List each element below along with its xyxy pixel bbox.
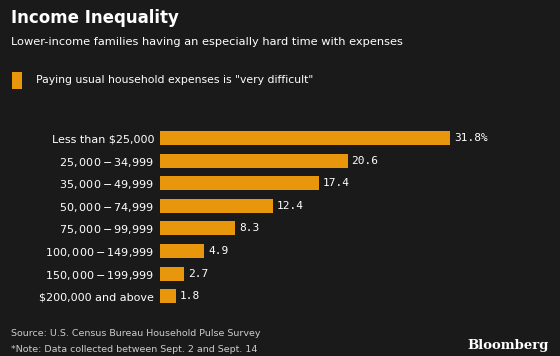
Text: 12.4: 12.4 — [277, 201, 304, 211]
Text: 1.8: 1.8 — [180, 291, 200, 301]
Text: Source: U.S. Census Bureau Household Pulse Survey: Source: U.S. Census Bureau Household Pul… — [11, 329, 261, 338]
Text: 4.9: 4.9 — [208, 246, 228, 256]
Text: 8.3: 8.3 — [239, 224, 259, 234]
Bar — [12, 72, 22, 89]
Text: 20.6: 20.6 — [352, 156, 379, 166]
Bar — [160, 221, 235, 235]
Text: Paying usual household expenses is "very difficult": Paying usual household expenses is "very… — [36, 75, 314, 85]
Text: Income Inequality: Income Inequality — [11, 9, 179, 27]
Bar — [160, 267, 184, 281]
Bar — [160, 154, 348, 168]
Text: *Note: Data collected between Sept. 2 and Sept. 14: *Note: Data collected between Sept. 2 an… — [11, 345, 258, 354]
Text: 17.4: 17.4 — [322, 178, 349, 188]
Bar — [160, 289, 176, 303]
Text: 2.7: 2.7 — [188, 268, 208, 279]
Text: Lower-income families having an especially hard time with expenses: Lower-income families having an especial… — [11, 37, 403, 47]
Text: 31.8%: 31.8% — [454, 133, 488, 143]
Text: Bloomberg: Bloomberg — [468, 339, 549, 352]
Bar — [160, 199, 273, 213]
Bar — [160, 244, 204, 258]
Bar — [160, 176, 319, 190]
Bar — [160, 131, 450, 145]
